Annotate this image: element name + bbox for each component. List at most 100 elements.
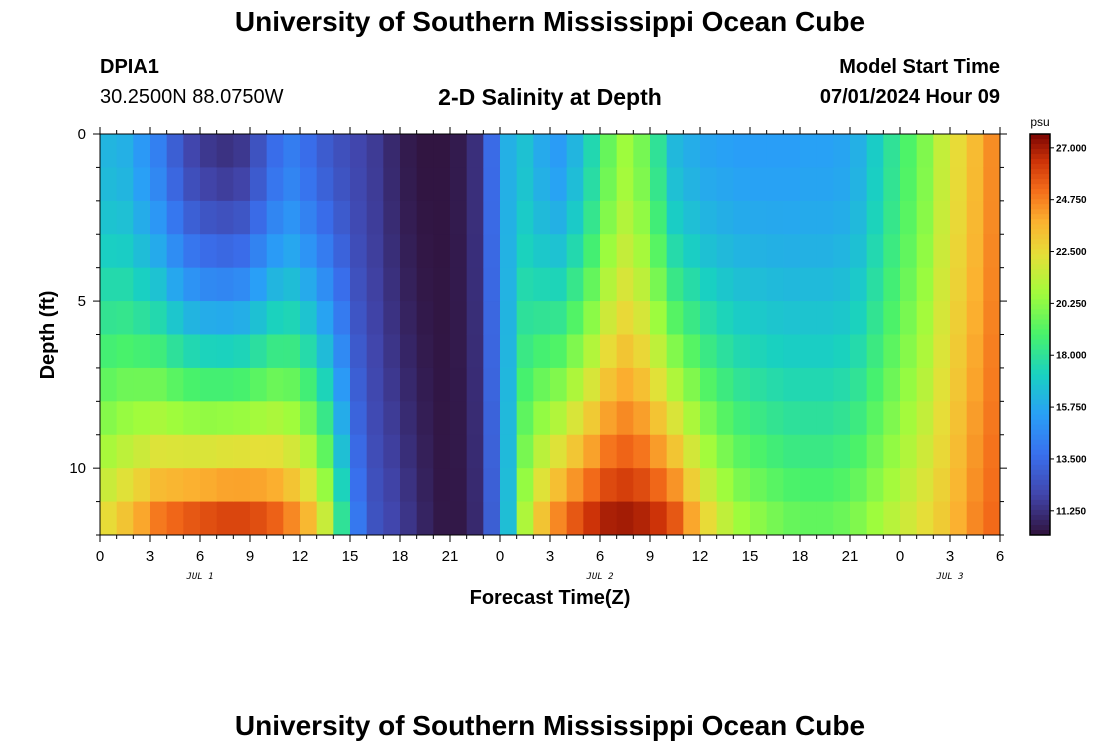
heatmap-cell	[400, 267, 418, 302]
heatmap-cell	[550, 267, 568, 302]
x-date-label: JUL 3	[935, 572, 963, 582]
heatmap-cell	[616, 468, 634, 502]
heatmap-cell	[716, 301, 734, 335]
heatmap-cell	[383, 200, 401, 235]
heatmap-cell	[500, 167, 518, 202]
heatmap-cell	[750, 334, 768, 369]
heatmap-cell	[366, 301, 384, 335]
heatmap-cell	[916, 234, 934, 269]
heatmap-cell	[150, 501, 168, 536]
x-tick-label: 3	[146, 548, 154, 565]
heatmap-cell	[283, 200, 301, 235]
heatmap-cell	[216, 234, 234, 269]
heatmap-cell	[916, 367, 934, 402]
heatmap-cell	[900, 167, 918, 202]
heatmap-cell	[383, 167, 401, 202]
heatmap-cell	[183, 434, 201, 469]
heatmap-cell	[200, 134, 218, 168]
heatmap-cell	[216, 200, 234, 235]
heatmap-cell	[783, 468, 801, 502]
heatmap-cell	[700, 167, 718, 202]
heatmap-cell	[800, 134, 818, 168]
heatmap-cell	[200, 401, 218, 436]
heatmap-cell	[550, 468, 568, 502]
heatmap-cell	[783, 401, 801, 436]
heatmap-cell	[383, 401, 401, 436]
heatmap-cell	[316, 200, 334, 235]
heatmap-cell	[616, 334, 634, 369]
heatmap-cell	[833, 167, 851, 202]
colorbar-segment	[1030, 244, 1050, 250]
heatmap-cell	[366, 468, 384, 502]
heatmap-cell	[200, 501, 218, 536]
heatmap-cell	[516, 167, 534, 202]
heatmap-cell	[283, 468, 301, 502]
y-axis-title: Depth (ft)	[37, 291, 59, 380]
heatmap-cell	[650, 301, 668, 335]
heatmap-cell	[583, 468, 601, 502]
heatmap-cell	[633, 501, 651, 536]
y-tick-label: 0	[78, 126, 86, 143]
heatmap-cell	[533, 267, 551, 302]
heatmap-cell	[100, 134, 118, 168]
heatmap-cell	[233, 401, 251, 436]
model-start-value: 07/01/2024 Hour 09	[819, 86, 1000, 108]
heatmap-cell	[833, 468, 851, 502]
heatmap-cell	[783, 234, 801, 269]
chart-title: 2-D Salinity at Depth	[438, 84, 662, 110]
heatmap-cell	[316, 334, 334, 369]
heatmap-cell	[350, 134, 368, 168]
heatmap-cell	[233, 167, 251, 202]
heatmap-cell	[683, 200, 701, 235]
heatmap-cell	[816, 434, 834, 469]
heatmap-cell	[433, 200, 451, 235]
heatmap-cell	[966, 501, 984, 536]
heatmap-cell	[266, 234, 284, 269]
heatmap-cell	[850, 234, 868, 269]
heatmap-cell	[616, 267, 634, 302]
heatmap-cell	[450, 200, 468, 235]
heatmap-cell	[683, 434, 701, 469]
heatmap-cell	[116, 501, 134, 536]
heatmap-cell	[800, 334, 818, 369]
heatmap-cell	[400, 134, 418, 168]
heatmap-cell	[816, 234, 834, 269]
heatmap-cell	[266, 367, 284, 402]
heatmap-cell	[966, 200, 984, 235]
heatmap-cell	[450, 334, 468, 369]
colorbar-border	[1029, 133, 1051, 536]
heatmap-cell	[433, 334, 451, 369]
heatmap-cell	[900, 401, 918, 436]
heatmap-cell	[783, 134, 801, 168]
heatmap-cell	[950, 434, 968, 469]
x-tick-label: 18	[392, 548, 409, 565]
colorbar-tick-label: 27.000	[1056, 143, 1087, 154]
heatmap-cell	[666, 401, 684, 436]
heatmap-cell	[116, 267, 134, 302]
heatmap-cell	[950, 301, 968, 335]
heatmap-cell	[416, 134, 434, 168]
heatmap-cell	[316, 401, 334, 436]
heatmap-cell	[183, 200, 201, 235]
heatmap-cell	[516, 501, 534, 536]
heatmap-cell	[250, 234, 268, 269]
heatmap-cell	[883, 468, 901, 502]
heatmap-cell	[983, 468, 1001, 502]
heatmap-cell	[116, 134, 134, 168]
colorbar-segment	[1030, 329, 1050, 335]
heatmap-cell	[583, 301, 601, 335]
heatmap-cell	[483, 301, 501, 335]
heatmap-cell	[450, 267, 468, 302]
heatmap-cell	[900, 200, 918, 235]
heatmap-cell	[383, 334, 401, 369]
heatmap-cell	[100, 434, 118, 469]
heatmap-cell	[850, 434, 868, 469]
heatmap-cell	[483, 401, 501, 436]
heatmap-cell	[433, 468, 451, 502]
heatmap-cell	[466, 367, 484, 402]
heatmap-cell	[100, 267, 118, 302]
heatmap-cell	[516, 134, 534, 168]
heatmap-cell	[700, 200, 718, 235]
heatmap-cell	[150, 234, 168, 269]
heatmap-cell	[583, 134, 601, 168]
